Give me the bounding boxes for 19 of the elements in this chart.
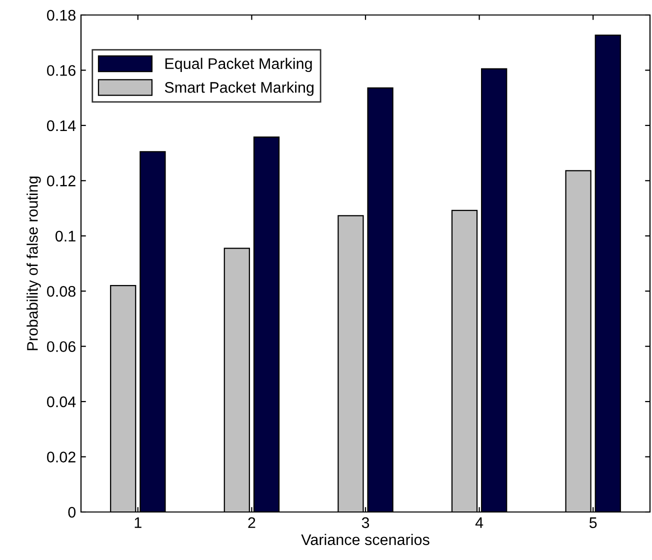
x-tick-label: 1 [134, 517, 142, 528]
y-tick-label: 0.1 [56, 230, 76, 242]
y-axis-title: Probability of false routing [26, 176, 41, 350]
y-tick-label: 0.06 [47, 341, 76, 352]
x-tick-label: 5 [589, 517, 597, 528]
y-tick-label: 0.18 [47, 10, 76, 21]
x-tick-label: 3 [362, 517, 370, 528]
x-tick-label: 4 [475, 517, 484, 528]
y-tick-label: 0.08 [47, 286, 76, 297]
y-tick-label: 0 [68, 506, 76, 518]
legend-label: Smart Packet Marking [164, 82, 314, 96]
y-tick-label: 0.16 [47, 65, 76, 76]
y-tick-label: 0.12 [47, 176, 76, 186]
y-tick-label: 0.14 [47, 120, 76, 132]
y-tick-label: 0.04 [47, 396, 76, 408]
y-tick-label: 0.02 [47, 452, 76, 462]
legend-label: Equal Packet Marking [165, 58, 312, 72]
x-tick-label: 2 [248, 517, 256, 528]
x-axis-title: Variance scenarios [301, 534, 430, 546]
